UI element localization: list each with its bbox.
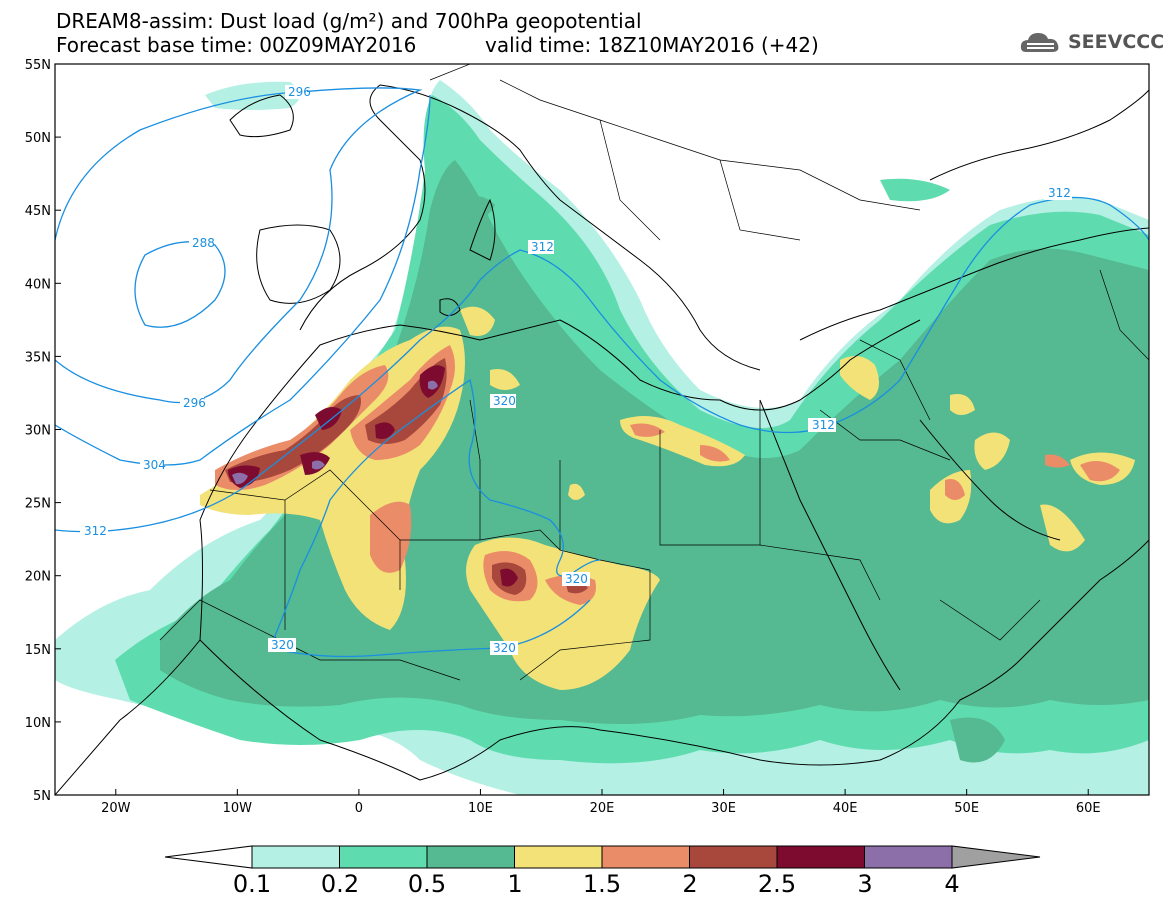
latitude-axis: 55N 50N 45N 40N 35N 30N 25N 20N 15N 10N 5N bbox=[25, 58, 61, 804]
contour-label-312-a: 312 bbox=[84, 524, 107, 538]
country-borders bbox=[159, 64, 1149, 681]
lat-tick-label: 40N bbox=[25, 277, 51, 292]
contour-label-312-b: 312 bbox=[531, 240, 554, 254]
colorbar-swatch bbox=[776, 845, 865, 869]
lon-tick-label: 0 bbox=[355, 801, 363, 816]
lat-tick-label: 25N bbox=[25, 497, 51, 512]
colorbar-label-0.1: 0.1 bbox=[232, 870, 272, 898]
dust-band-3 bbox=[232, 380, 438, 485]
lat-tick-label: 55N bbox=[25, 58, 51, 73]
lat-tick-label: 45N bbox=[25, 204, 51, 219]
contour-label-304: 304 bbox=[143, 458, 166, 472]
contour-labels: 296 288 296 304 312 312 320 312 312 320 … bbox=[80, 85, 1072, 655]
colorbar-label-0.5: 0.5 bbox=[407, 870, 447, 898]
lon-tick-label: 30E bbox=[711, 801, 736, 816]
dust-fields: 296 288 296 304 312 312 320 312 312 320 … bbox=[55, 64, 1149, 795]
lat-tick-label: 35N bbox=[25, 350, 51, 365]
lat-tick-label: 20N bbox=[25, 570, 51, 585]
colorbar-label-4: 4 bbox=[944, 870, 960, 898]
colorbar-label-2: 2 bbox=[682, 870, 698, 898]
cloud-icon bbox=[1020, 33, 1059, 52]
lon-tick-label: 20E bbox=[590, 801, 615, 816]
contour-label-312-c: 312 bbox=[812, 418, 835, 432]
colorbar-label-1: 1 bbox=[507, 870, 523, 898]
lat-tick-label: 30N bbox=[25, 424, 51, 439]
lon-tick-label: 20W bbox=[101, 801, 131, 816]
lat-tick-label: 10N bbox=[25, 716, 51, 731]
lat-tick-label: 5N bbox=[33, 789, 51, 804]
contour-label-296-b: 296 bbox=[183, 396, 206, 410]
contour-label-320-a: 320 bbox=[493, 394, 516, 408]
colorbar-label-3: 3 bbox=[857, 870, 873, 898]
longitude-axis: 20W 10W 0 10E 20E 30E 40E 50E 60E bbox=[101, 789, 1101, 816]
forecast-base-time: Forecast base time: 00Z09MAY2016 bbox=[56, 33, 417, 57]
colorbar-swatch bbox=[426, 845, 515, 869]
contour-label-320-b: 320 bbox=[565, 572, 588, 586]
valid-time: valid time: 18Z10MAY2016 (+42) bbox=[485, 33, 819, 57]
colorbar-swatch bbox=[251, 845, 340, 869]
logo-text: SEEVCCC bbox=[1068, 31, 1165, 53]
contour-label-312-d: 312 bbox=[1048, 186, 1071, 200]
contour-label-288: 288 bbox=[192, 236, 215, 250]
lon-tick-label: 40E bbox=[833, 801, 858, 816]
colorbar-over-triangle bbox=[951, 845, 1041, 869]
seevccc-logo: SEEVCCC bbox=[1018, 28, 1164, 56]
lat-tick-label: 15N bbox=[25, 643, 51, 658]
colorbar-swatch bbox=[689, 845, 778, 869]
contour-label-320-c: 320 bbox=[271, 638, 294, 652]
colorbar-swatch bbox=[864, 845, 953, 869]
colorbar-label-2.5: 2.5 bbox=[757, 870, 797, 898]
lon-tick-label: 10E bbox=[468, 801, 493, 816]
contour-label-320-d: 320 bbox=[493, 641, 516, 655]
lon-tick-label: 10W bbox=[223, 801, 253, 816]
colorbar-label-0.2: 0.2 bbox=[320, 870, 360, 898]
colorbar-under-triangle bbox=[164, 845, 253, 869]
colorbar-swatch bbox=[514, 845, 603, 869]
colorbar-swatch bbox=[601, 845, 690, 869]
lon-tick-label: 50E bbox=[954, 801, 979, 816]
lat-tick-label: 50N bbox=[25, 131, 51, 146]
coastlines bbox=[55, 84, 1149, 795]
chart-title: DREAM8-assim: Dust load (g/m²) and 700hP… bbox=[56, 9, 642, 33]
colorbar-swatch bbox=[339, 845, 428, 869]
colorbar-label-1.5: 1.5 bbox=[582, 870, 622, 898]
lon-tick-label: 60E bbox=[1076, 801, 1101, 816]
contour-label-296: 296 bbox=[288, 85, 311, 99]
